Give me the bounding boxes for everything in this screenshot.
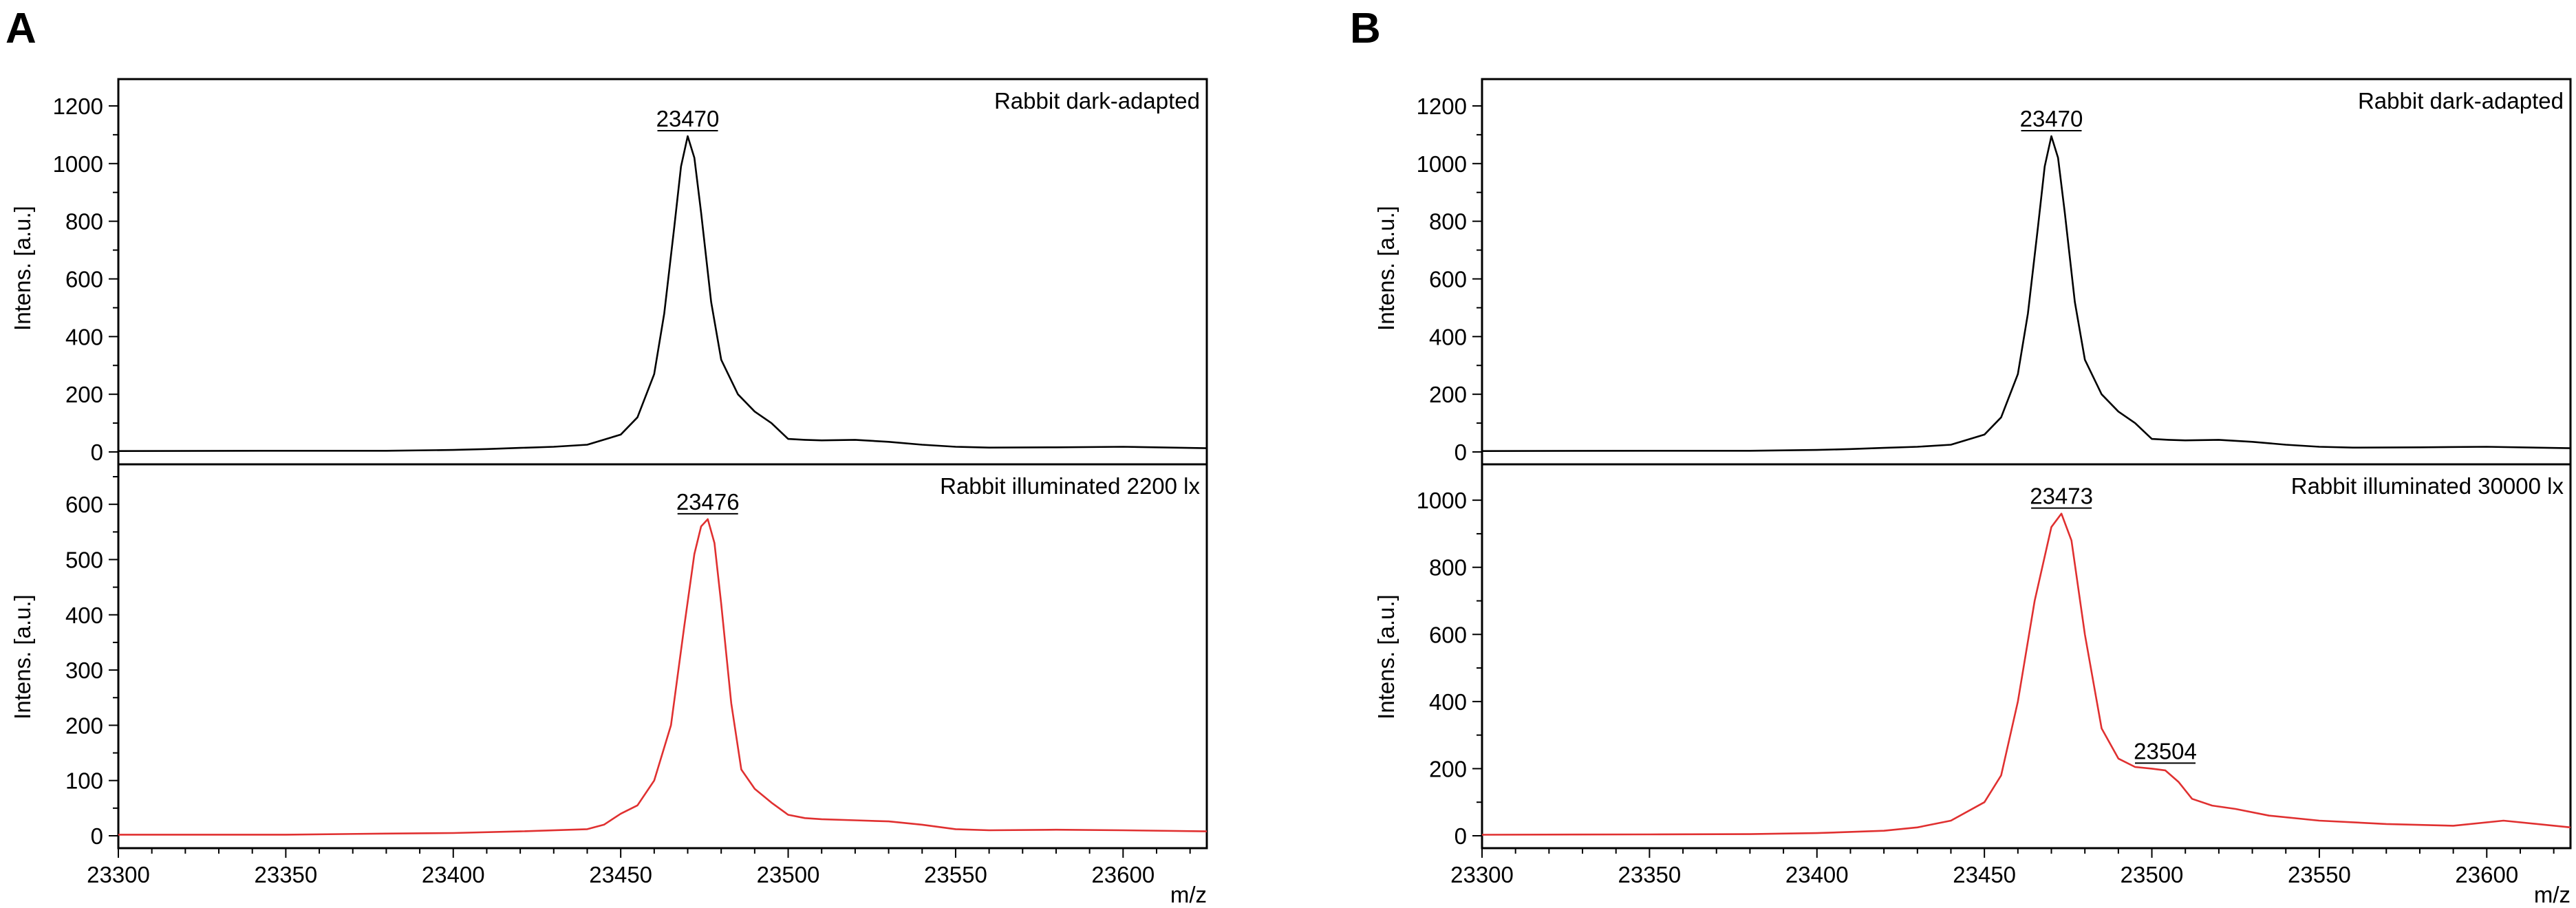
panel-b-top-ylabel: Intens. [a.u.] xyxy=(1373,206,1399,331)
peak-label: 23470 xyxy=(2020,106,2083,131)
panel-a-x-tick-label: 23600 xyxy=(1091,862,1155,887)
panel-letter-b: B xyxy=(1350,5,1381,52)
panel-a-bottom-y-tick-label: 400 xyxy=(65,603,103,628)
panel-a-xlabel: m/z xyxy=(1170,882,1207,907)
panel-b-x-tick-label: 23600 xyxy=(2455,862,2518,887)
panel-a-bottom-spectrum-line xyxy=(118,518,1208,836)
panel-b-top-y-tick-label: 1200 xyxy=(1417,94,1467,119)
peak-label: 23470 xyxy=(656,106,720,131)
panel-b-top-spectrum: Intens. [a.u.] Rabbit dark-adapted 0 200 4… xyxy=(1373,88,2571,465)
panel-b-bottom-y-tick-label: 0 xyxy=(1455,823,1467,849)
panel-b-x-tick-label: 23450 xyxy=(1953,862,2016,887)
panel-a-top-spectrum-line xyxy=(118,135,1208,453)
panel-b-bottom-ylabel: Intens. [a.u.] xyxy=(1373,594,1399,720)
panel-a-bottom-y-tick-label: 100 xyxy=(65,768,103,794)
panel-b-bottom-y-tick-label: 600 xyxy=(1429,622,1467,647)
panel-b-bottom-spectrum-line xyxy=(1481,512,2571,836)
panel-a-x-tick-label: 23550 xyxy=(924,862,987,887)
panel-b-bottom-y-tick-label: 1000 xyxy=(1417,488,1467,513)
panel-a-bottom-y-tick-label: 600 xyxy=(65,492,103,517)
panel-a-frame xyxy=(117,78,1208,850)
panel-b-x-axis: m/z 23300 23350 23400 23450 23500 23550 23600 xyxy=(1450,848,2570,907)
panel-b-x-tick-label: 23350 xyxy=(1618,862,1682,887)
panel-b-top-sample-label: Rabbit dark-adapted xyxy=(2358,88,2564,114)
panel-b-frame xyxy=(1481,78,2572,850)
panel-a-bottom-y-tick-label: 500 xyxy=(65,547,103,572)
panel-a-x-tick-label: 23450 xyxy=(589,862,652,887)
panel-b-bottom-sample-label: Rabbit illuminated 30000 lx xyxy=(2291,473,2564,499)
panel-a-bottom-y-tick-label: 0 xyxy=(91,823,103,849)
panel-a-x-tick-label: 23500 xyxy=(757,862,820,887)
panel-b-top-y-tick-label: 1000 xyxy=(1417,151,1467,177)
panel-a-x-tick-label: 23300 xyxy=(87,862,150,887)
peak-label: 23504 xyxy=(2134,738,2197,764)
peak-label: 23473 xyxy=(2030,484,2093,509)
panel-a-top-y-tick-label: 1200 xyxy=(53,94,103,119)
panel-b-bottom-y-tick-label: 400 xyxy=(1429,689,1467,715)
panel-a-top-sample-label: Rabbit dark-adapted xyxy=(994,88,1200,114)
panel-b-x-tick-label: 23300 xyxy=(1450,862,1514,887)
panel-b-x-tick-label: 23550 xyxy=(2288,862,2351,887)
panel-a-top-y-tick-label: 0 xyxy=(91,440,103,465)
panel-b-x-tick-label: 23500 xyxy=(2121,862,2184,887)
panel-a-top-y-tick-label: 1000 xyxy=(53,151,103,177)
panel-a-top-spectrum: Intens. [a.u.] Rabbit dark-adapted 0 200 4… xyxy=(10,88,1208,465)
panel-a-bottom-y-tick-label: 300 xyxy=(65,658,103,683)
panel-a-bottom-spectrum: Intens. [a.u.] Rabbit illuminated 2200 l… xyxy=(10,473,1208,849)
panel-a-top-y-tick-label: 600 xyxy=(65,266,103,292)
panel-a-bottom-sample-label: Rabbit illuminated 2200 lx xyxy=(940,473,1200,499)
panel-a-top-ylabel: Intens. [a.u.] xyxy=(10,206,35,331)
panel-b-top-y-tick-label: 600 xyxy=(1429,266,1467,292)
panel-b-top-y-tick-label: 800 xyxy=(1429,209,1467,235)
peak-label: 23476 xyxy=(676,489,740,515)
panel-a: A Intens. [a.u.] Rabbit dark-adapted 0 20… xyxy=(6,5,1208,907)
panel-a-x-tick-label: 23350 xyxy=(255,862,318,887)
panel-b-x-tick-label: 23400 xyxy=(1785,862,1849,887)
panel-a-top-y-tick-label: 400 xyxy=(65,324,103,349)
panel-a-x-tick-label: 23400 xyxy=(422,862,485,887)
panel-a-bottom-ylabel: Intens. [a.u.] xyxy=(10,594,35,720)
panel-b-bottom-spectrum: Intens. [a.u.] Rabbit illuminated 30000 … xyxy=(1373,473,2571,849)
panel-b-xlabel: m/z xyxy=(2534,882,2570,907)
panel-b-bottom-y-tick-label: 200 xyxy=(1429,756,1467,781)
panel-a-top-y-tick-label: 200 xyxy=(65,382,103,407)
panel-b-top-y-tick-label: 200 xyxy=(1429,382,1467,407)
panel-b-top-y-tick-label: 400 xyxy=(1429,324,1467,349)
panel-b-top-spectrum-line xyxy=(1481,135,2571,453)
panel-b-top-y-tick-label: 0 xyxy=(1455,440,1467,465)
panel-a-bottom-y-tick-label: 200 xyxy=(65,713,103,738)
panel-a-top-y-tick-label: 800 xyxy=(65,209,103,235)
panel-a-x-axis: m/z 23300 23350 23400 23450 23500 23550 23600 xyxy=(87,848,1207,907)
panel-letter-a: A xyxy=(6,5,36,52)
panel-b: B Intens. [a.u.] Rabbit dark-adapted 0 20… xyxy=(1350,5,2572,907)
panel-b-bottom-y-tick-label: 800 xyxy=(1429,555,1467,581)
